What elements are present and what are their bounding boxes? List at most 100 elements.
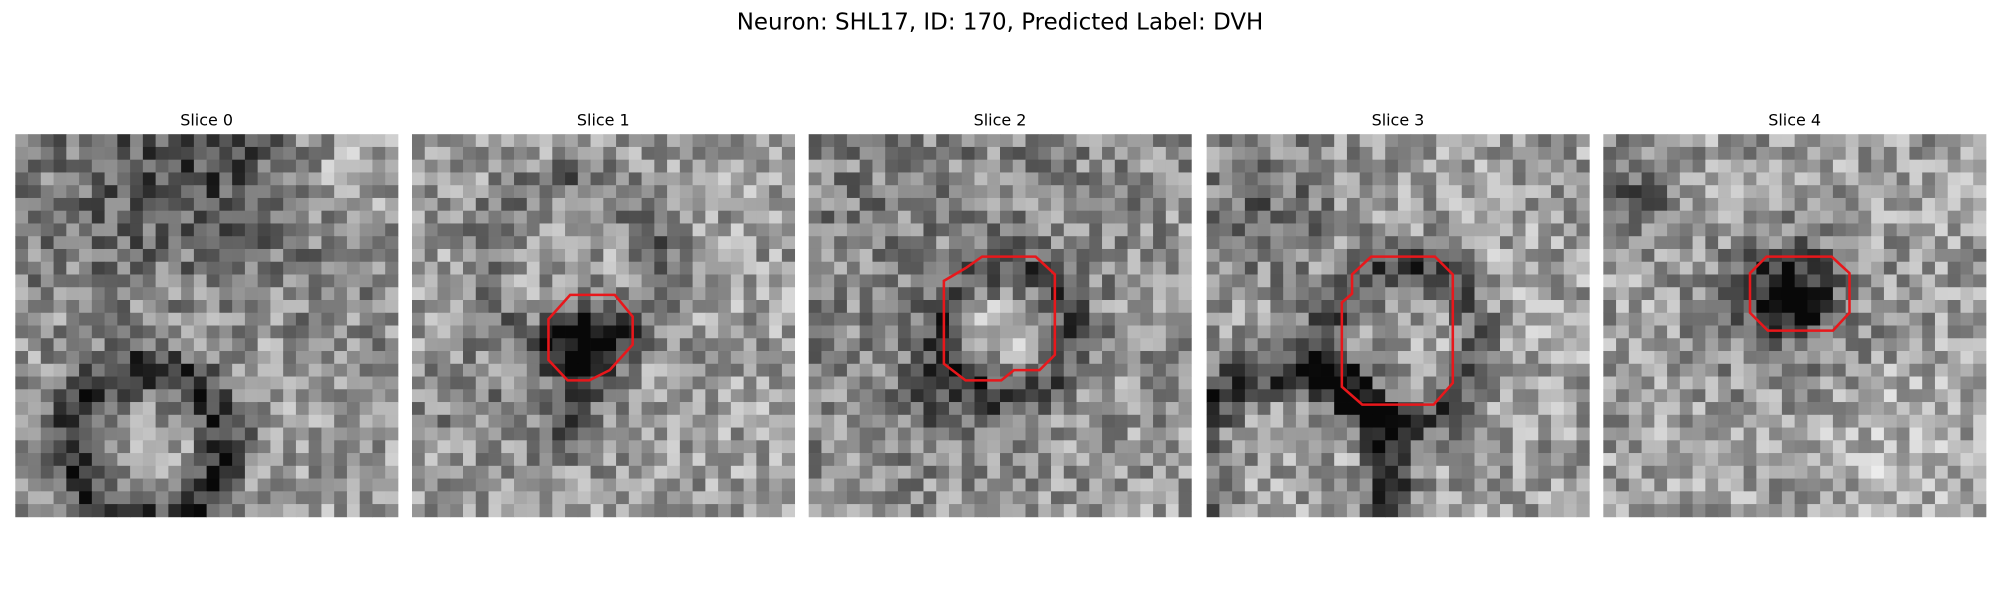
pixel <box>346 414 361 428</box>
pixel <box>1063 146 1077 161</box>
pixel <box>1334 210 1348 224</box>
pixel <box>270 300 284 314</box>
pixel <box>475 223 489 237</box>
pixel <box>1012 185 1026 199</box>
pixel <box>1089 210 1103 224</box>
pixel <box>1257 210 1271 224</box>
pixel <box>1743 159 1757 173</box>
pixel <box>1372 172 1386 186</box>
pixel <box>359 351 373 365</box>
pixel <box>948 300 963 314</box>
pixel <box>1346 248 1361 263</box>
pixel <box>1525 453 1539 467</box>
pixel <box>756 300 770 314</box>
pixel <box>1140 491 1154 505</box>
pixel <box>1461 453 1475 467</box>
pixel <box>1820 363 1834 377</box>
pixel <box>1807 172 1821 186</box>
pixel <box>641 363 655 377</box>
pixel <box>654 261 668 275</box>
pixel <box>142 414 156 428</box>
pixel <box>1038 274 1052 288</box>
pixel <box>1257 274 1271 288</box>
pixel <box>1232 223 1246 237</box>
pixel <box>1781 287 1796 301</box>
pixel <box>936 414 950 428</box>
pixel <box>1934 312 1949 326</box>
pixel <box>1909 440 1923 454</box>
pixel <box>463 159 477 173</box>
pixel <box>1461 363 1475 377</box>
pixel <box>1114 338 1128 352</box>
pixel <box>974 172 988 186</box>
pixel <box>1909 338 1923 352</box>
pixel <box>1858 491 1872 505</box>
pixel <box>66 504 80 518</box>
pixel <box>15 312 29 326</box>
pixel <box>1385 236 1399 250</box>
pixel <box>1025 312 1039 326</box>
pixel <box>1385 389 1399 403</box>
pixel <box>411 248 426 263</box>
pixel <box>1165 248 1179 263</box>
pixel <box>1012 491 1026 505</box>
pixel <box>1334 197 1348 212</box>
pixel <box>769 453 783 467</box>
pixel <box>821 453 835 467</box>
pixel <box>1500 491 1514 505</box>
pixel <box>321 363 335 377</box>
pixel <box>808 351 822 365</box>
pixel <box>1576 427 1590 441</box>
pixel <box>1667 376 1681 390</box>
pixel <box>1500 325 1514 339</box>
pixel <box>424 478 438 492</box>
pixel <box>1038 389 1052 403</box>
pixel <box>1334 427 1348 441</box>
pixel <box>1641 261 1655 275</box>
pixel <box>1896 453 1910 467</box>
pixel <box>1025 325 1039 339</box>
pixel <box>142 236 156 250</box>
pixel <box>897 453 912 467</box>
pixel <box>1165 134 1179 148</box>
pixel <box>385 478 399 492</box>
pixel <box>1410 159 1424 173</box>
pixel <box>1372 223 1386 237</box>
pixel <box>1114 172 1128 186</box>
pixel <box>872 223 886 237</box>
pixel <box>1692 338 1706 352</box>
pixel <box>1896 465 1910 479</box>
pixel <box>628 465 642 479</box>
pixel <box>130 389 144 403</box>
pixel <box>488 338 502 352</box>
pixel <box>834 287 848 301</box>
pixel <box>1244 159 1259 173</box>
pixel <box>1705 338 1719 352</box>
pixel <box>692 491 706 505</box>
pixel <box>1641 504 1655 518</box>
pixel <box>15 427 29 441</box>
pixel <box>1909 146 1923 161</box>
pixel <box>821 185 835 199</box>
pixel <box>1102 261 1116 275</box>
pixel <box>1679 491 1693 505</box>
pixel <box>1947 134 1961 148</box>
pixel <box>974 414 988 428</box>
pixel <box>270 427 284 441</box>
pixel <box>424 248 438 263</box>
pixel <box>526 325 540 339</box>
pixel <box>1397 185 1412 199</box>
pixel <box>321 465 335 479</box>
pixel <box>53 338 67 352</box>
pixel <box>308 402 322 416</box>
pixel <box>168 287 182 301</box>
pixel <box>616 287 630 301</box>
pixel <box>1257 197 1271 212</box>
pixel <box>79 376 93 390</box>
pixel <box>40 338 54 352</box>
pixel <box>526 134 540 148</box>
pixel <box>628 402 642 416</box>
pixel <box>1153 300 1167 314</box>
pixel <box>679 402 693 416</box>
pixel <box>450 197 464 212</box>
